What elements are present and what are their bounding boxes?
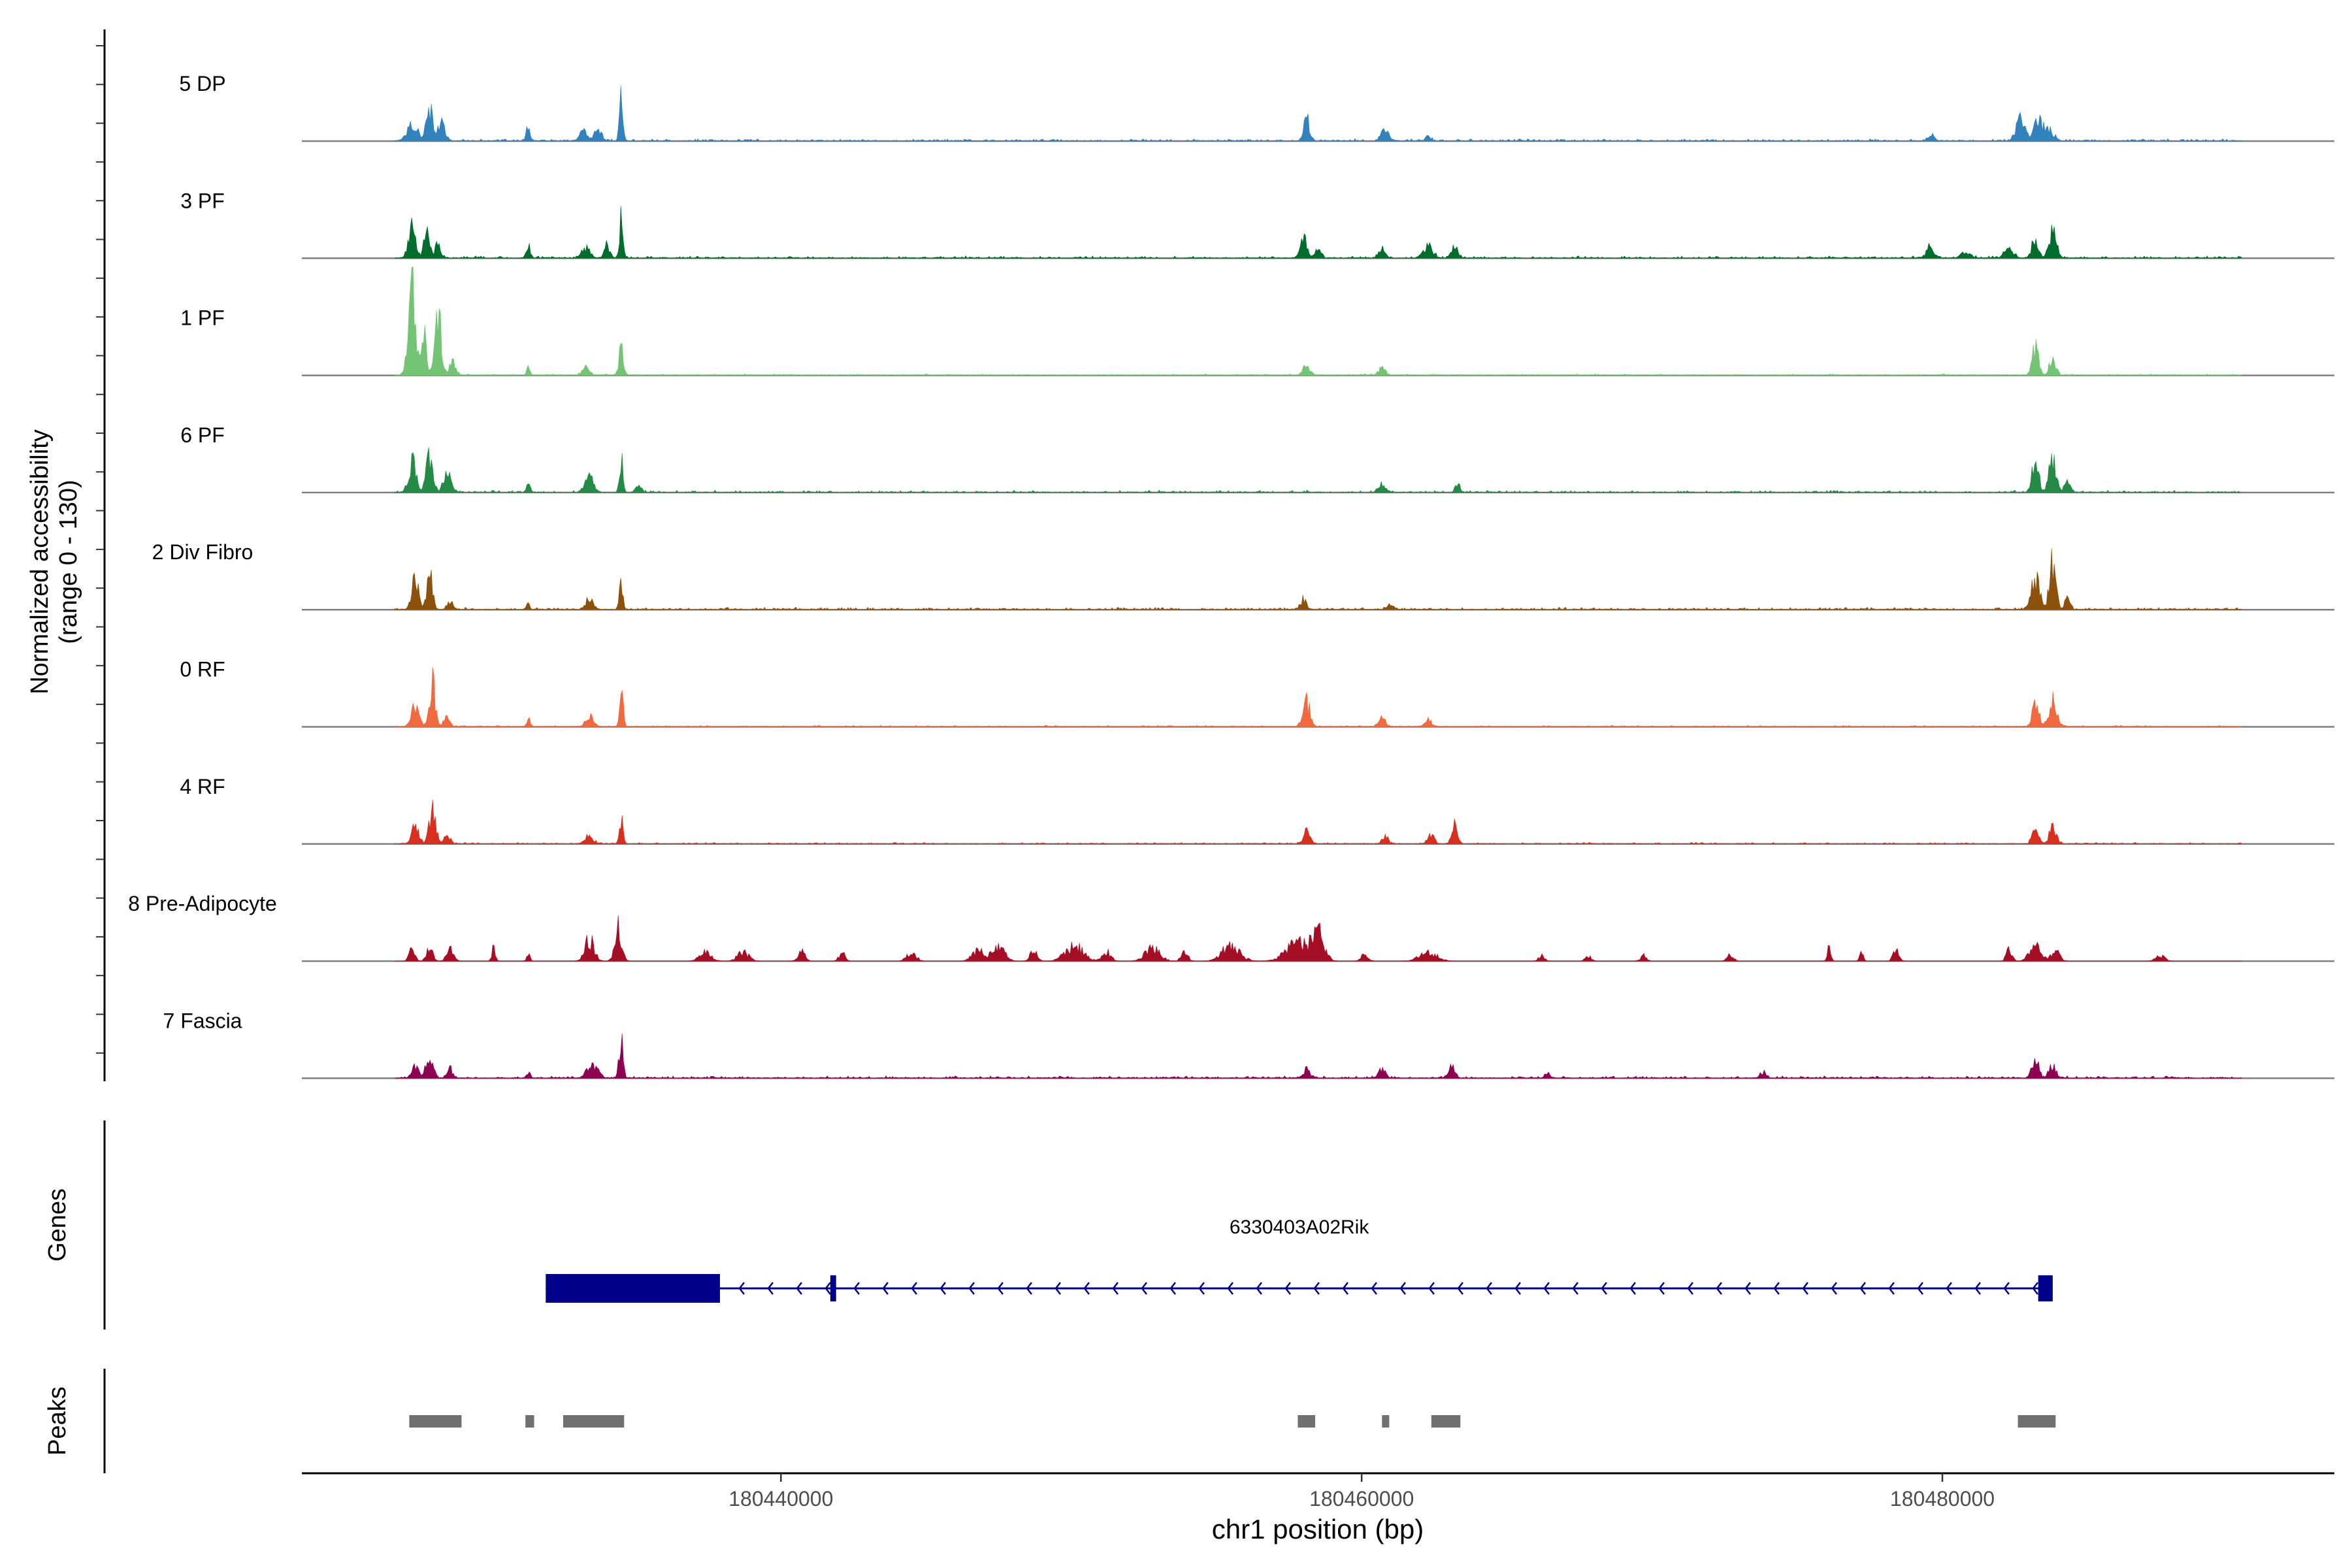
strand-arrow <box>1917 1282 1923 1295</box>
strand-arrow <box>1054 1282 1061 1295</box>
strand-arrow <box>1112 1282 1119 1295</box>
strand-arrow <box>1888 1282 1895 1295</box>
track-4: 2 Div Fibro <box>152 540 2334 611</box>
gene-exon <box>830 1275 836 1301</box>
track-label: 7 Fascia <box>163 1009 242 1032</box>
genes-axis-label: Genes <box>44 1188 71 1262</box>
strand-arrow <box>2032 1282 2038 1295</box>
strand-arrow <box>1256 1282 1262 1295</box>
track-label: 0 RF <box>180 658 225 681</box>
strand-arrow <box>939 1282 946 1295</box>
track-area <box>394 86 2242 142</box>
track-area <box>394 447 2242 493</box>
strand-arrow <box>1284 1282 1291 1295</box>
peak-region <box>525 1415 534 1428</box>
track-3: 6 PF <box>180 423 2334 494</box>
y-axis-label: Normalized accessibility <box>26 429 54 694</box>
peak-track <box>409 1415 2056 1428</box>
track-area <box>394 1033 2242 1079</box>
strand-arrow <box>1716 1282 1722 1295</box>
strand-arrow <box>1601 1282 1607 1295</box>
strand-arrow <box>2003 1282 2010 1295</box>
strand-arrow <box>853 1282 860 1295</box>
strand-arrow <box>1946 1282 1952 1295</box>
peak-region <box>1431 1415 1461 1428</box>
track-area <box>394 266 2242 376</box>
gene-name-label: 6330403A02Rik <box>1230 1217 1370 1238</box>
track-area <box>395 915 2242 962</box>
track-1: 3 PF <box>180 189 2334 259</box>
y-axis-range-label: (range 0 - 130) <box>55 480 82 644</box>
y-axis-ticks <box>96 45 105 1054</box>
peak-region <box>409 1415 462 1428</box>
strand-arrow <box>1572 1282 1578 1295</box>
strand-arrow <box>1457 1282 1463 1295</box>
strand-arrow <box>911 1282 917 1295</box>
strand-arrow <box>968 1282 975 1295</box>
gene-exon <box>2038 1275 2053 1301</box>
track-0: 5 DP <box>179 72 2334 142</box>
strand-arrow <box>738 1282 745 1295</box>
strand-arrow <box>997 1282 1004 1295</box>
strand-arrow <box>1687 1282 1693 1295</box>
peak-region <box>2017 1415 2056 1428</box>
strand-arrow <box>796 1282 802 1295</box>
strand-arrow <box>825 1282 831 1295</box>
strand-arrow <box>1773 1282 1780 1295</box>
x-tick-label: 180440000 <box>728 1487 833 1511</box>
peak-region <box>563 1415 625 1428</box>
strand-arrow <box>1141 1282 1147 1295</box>
strand-arrow <box>1371 1282 1377 1295</box>
strand-arrow <box>1083 1282 1090 1295</box>
strand-arrow <box>1859 1282 1866 1295</box>
strand-arrow <box>1026 1282 1032 1295</box>
strand-arrow <box>1227 1282 1233 1295</box>
track-label: 4 RF <box>180 775 225 798</box>
peaks-axis-label: Peaks <box>44 1386 71 1456</box>
coverage-tracks: 5 DP 3 PF 1 PF 6 PF 2 Div Fibro 0 RF 4 RF 8 Pre… <box>128 72 2334 1079</box>
track-area <box>394 548 2242 610</box>
strand-arrow <box>1313 1282 1320 1295</box>
track-area <box>394 800 2242 845</box>
track-5: 0 RF <box>180 658 2334 728</box>
strand-arrow <box>1802 1282 1808 1295</box>
strand-arrow <box>1514 1282 1521 1295</box>
strand-arrow <box>1342 1282 1348 1295</box>
strand-arrow <box>1629 1282 1636 1295</box>
strand-arrow <box>882 1282 889 1295</box>
x-tick-label: 180480000 <box>1890 1487 1995 1511</box>
strand-arrow <box>1198 1282 1205 1295</box>
strand-arrow <box>1543 1282 1550 1295</box>
track-7: 8 Pre-Adipocyte <box>128 892 2334 962</box>
strand-arrow <box>767 1282 774 1295</box>
track-area <box>394 667 2242 727</box>
strand-arrow <box>1428 1282 1435 1295</box>
track-2: 1 PF <box>180 266 2334 376</box>
peak-region <box>1382 1415 1390 1428</box>
strand-arrow <box>1486 1282 1492 1295</box>
track-label: 3 PF <box>180 189 225 212</box>
track-label: 8 Pre-Adipocyte <box>128 892 277 915</box>
strand-arrow <box>1974 1282 1981 1295</box>
track-label: 1 PF <box>180 306 225 330</box>
track-label: 2 Div Fibro <box>152 540 253 564</box>
strand-arrow <box>1744 1282 1751 1295</box>
gene-exon <box>546 1274 720 1303</box>
strand-arrow <box>1169 1282 1176 1295</box>
x-axis-ticks: 180440000 180460000 180480000 <box>728 1473 1995 1511</box>
x-tick-label: 180460000 <box>1309 1487 1414 1511</box>
track-area <box>394 206 2242 259</box>
track-label: 6 PF <box>180 423 225 447</box>
peak-region <box>1298 1415 1316 1428</box>
strand-arrow <box>1399 1282 1406 1295</box>
gene-track: 6330403A02Rik <box>546 1217 2053 1303</box>
x-axis-label: chr1 position (bp) <box>1212 1514 1424 1544</box>
track-8: 7 Fascia <box>163 1009 2334 1079</box>
strand-arrow <box>1831 1282 1837 1295</box>
strand-arrow <box>1658 1282 1665 1295</box>
track-label: 5 DP <box>179 72 225 95</box>
track-6: 4 RF <box>180 775 2334 845</box>
